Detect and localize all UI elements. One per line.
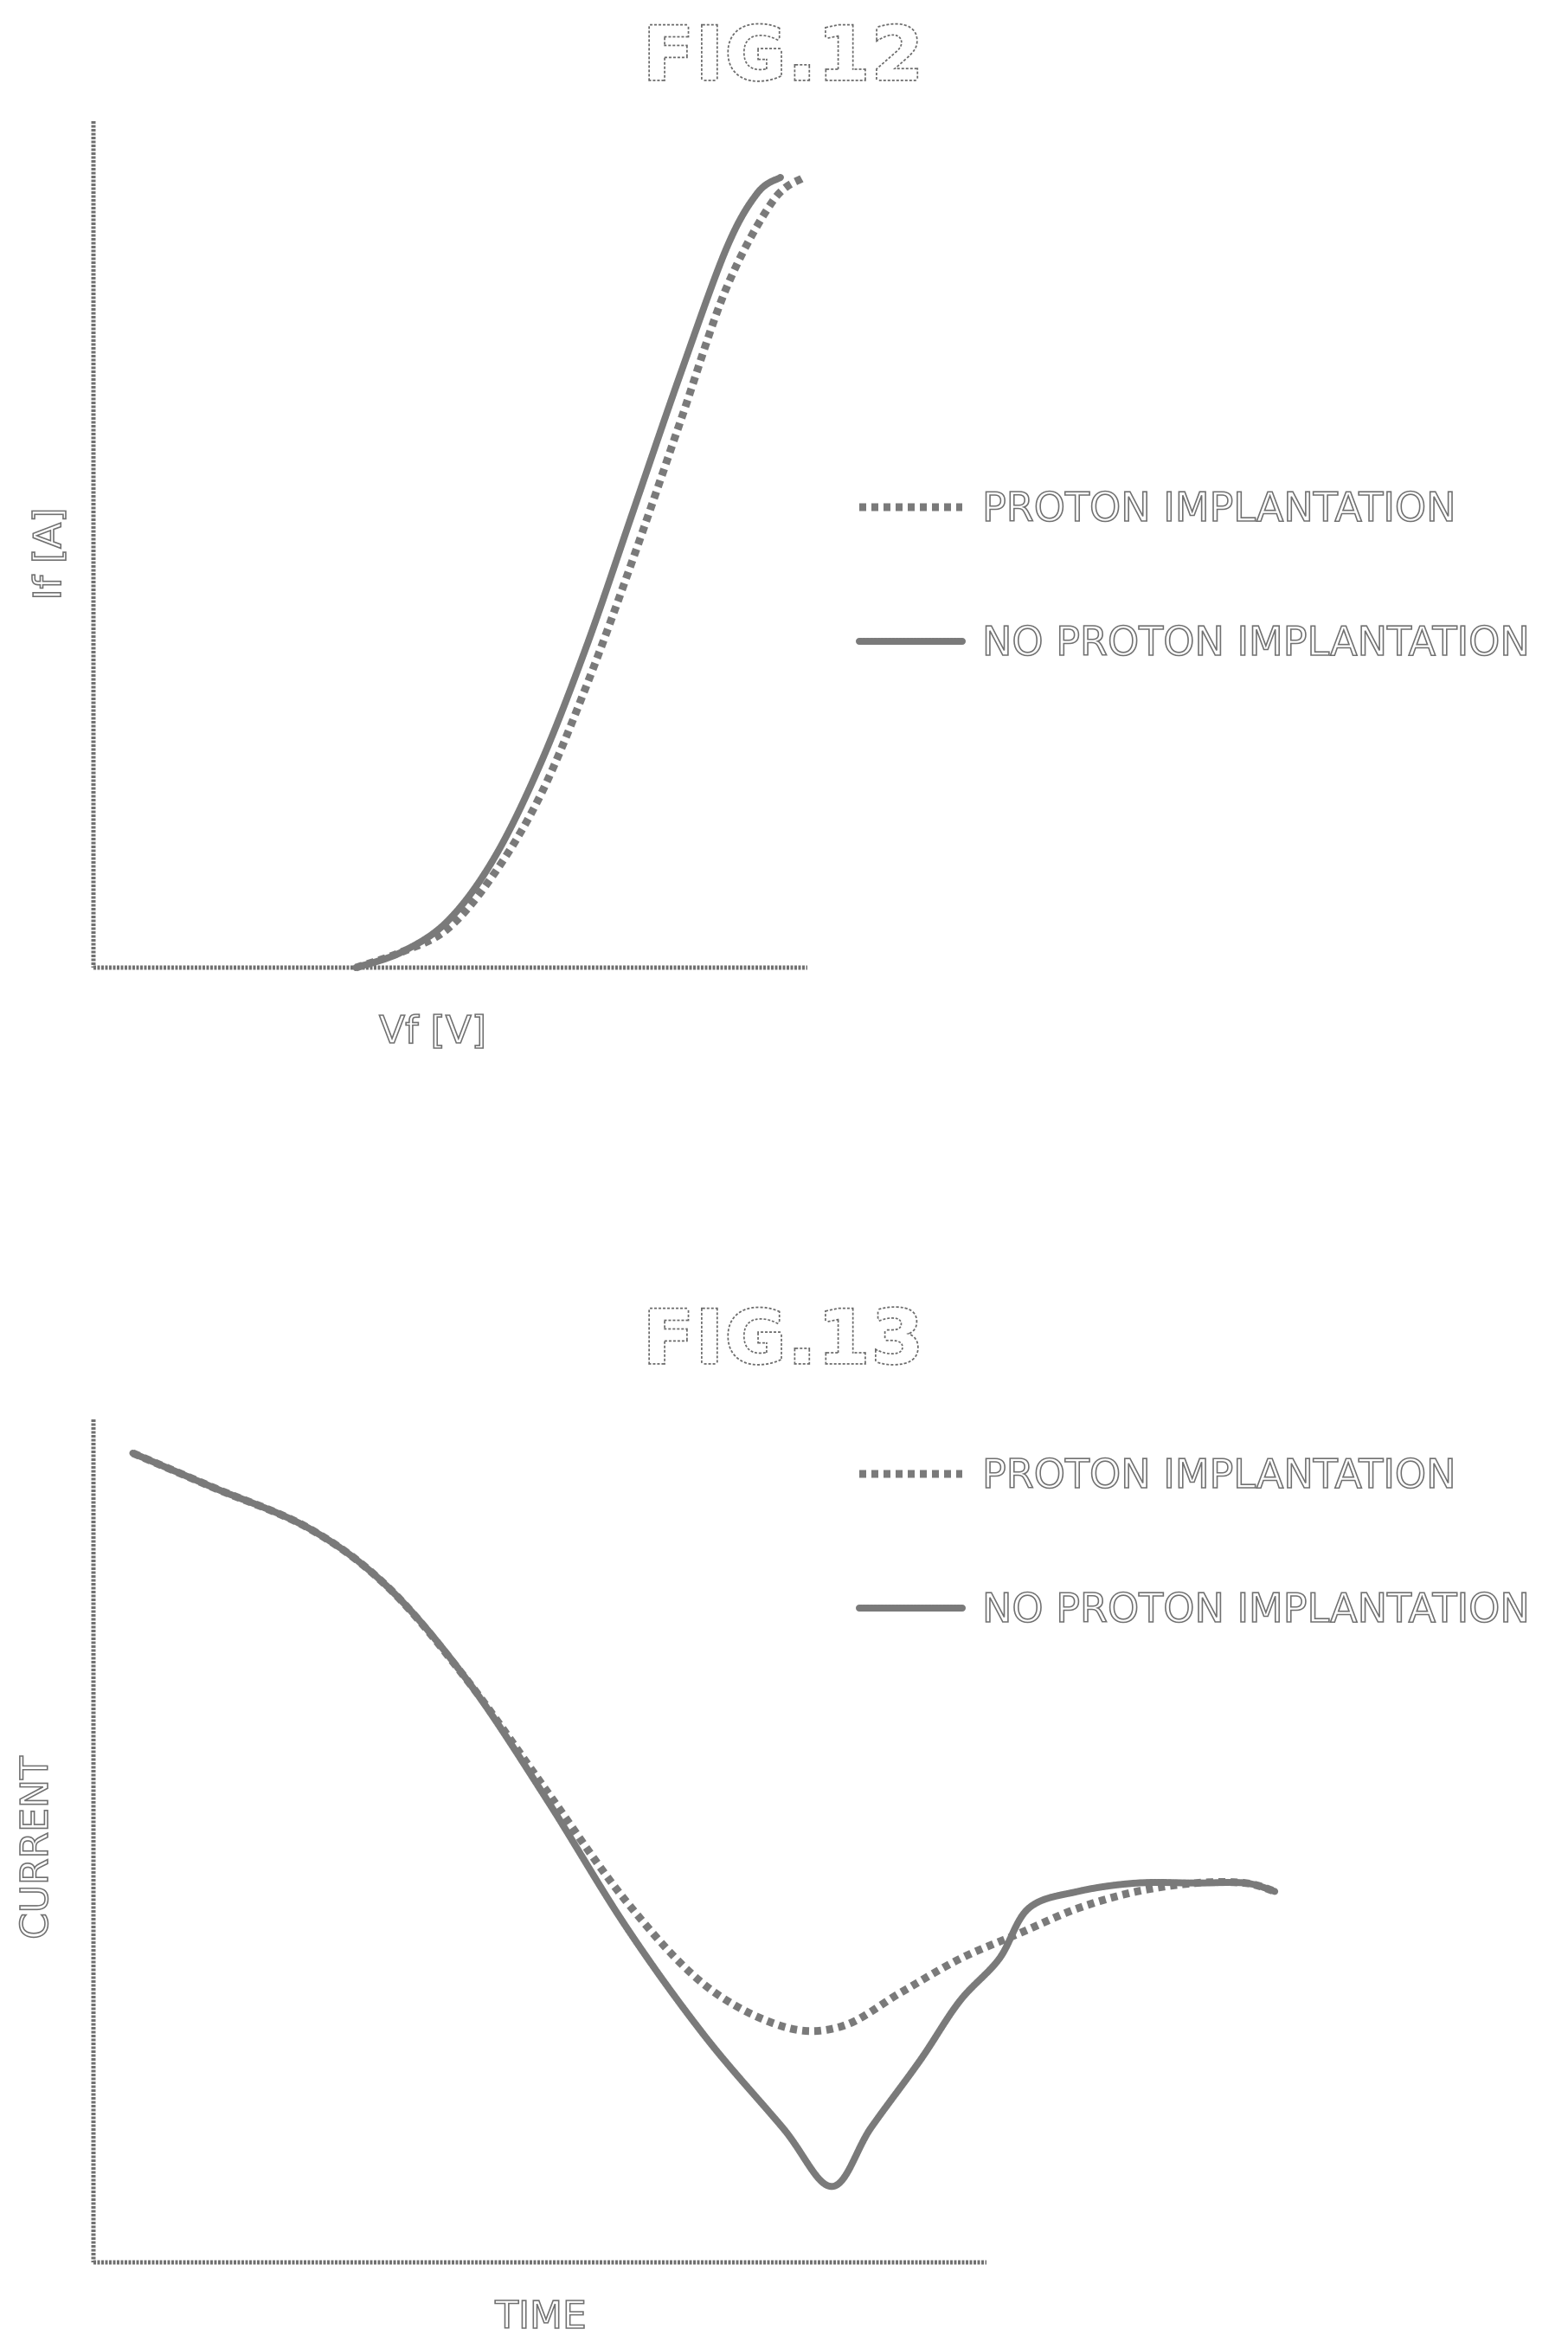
fig13-y-axis-label: CURRENT: [13, 1756, 57, 1940]
fig13-series-no-proton-implantation: [129, 1450, 1279, 2191]
fig13-series-proton-implantation: [131, 1449, 1276, 2036]
fig12-x-axis-label: Vf [V]: [379, 1008, 486, 1052]
fig13-legend: PROTON IMPLANTATION NO PROTON IMPLANTATI…: [856, 1450, 1531, 1632]
fig12-plot-area: [352, 174, 806, 972]
fig13-x-axis-label: TIME: [494, 2294, 587, 2338]
fig12-legend-label-no-proton: NO PROTON IMPLANTATION: [982, 618, 1530, 665]
fig12-y-axis-label: If [A]: [26, 508, 70, 601]
fig12-legend: PROTON IMPLANTATION NO PROTON IMPLANTATI…: [856, 483, 1531, 666]
fig12-legend-label-proton: PROTON IMPLANTATION: [982, 484, 1456, 531]
fig13-legend-label-proton: PROTON IMPLANTATION: [982, 1451, 1456, 1497]
fig13-legend-label-no-proton: NO PROTON IMPLANTATION: [982, 1585, 1530, 1631]
fig12-series-proton-implantation: [354, 174, 806, 972]
figure-12: FIG.12 If [A] Vf [V] PROTON IMPLANTATION…: [25, 10, 1531, 1053]
fig13-plot-area: [129, 1449, 1279, 2191]
figure-12-title: FIG.12: [643, 11, 925, 98]
fig12-series-no-proton-implantation: [352, 174, 784, 971]
figure-13-title: FIG.13: [643, 1295, 925, 1381]
figure-13: FIG.13 CURRENT TIME PROTON IMPLANTATION …: [12, 1293, 1531, 2339]
